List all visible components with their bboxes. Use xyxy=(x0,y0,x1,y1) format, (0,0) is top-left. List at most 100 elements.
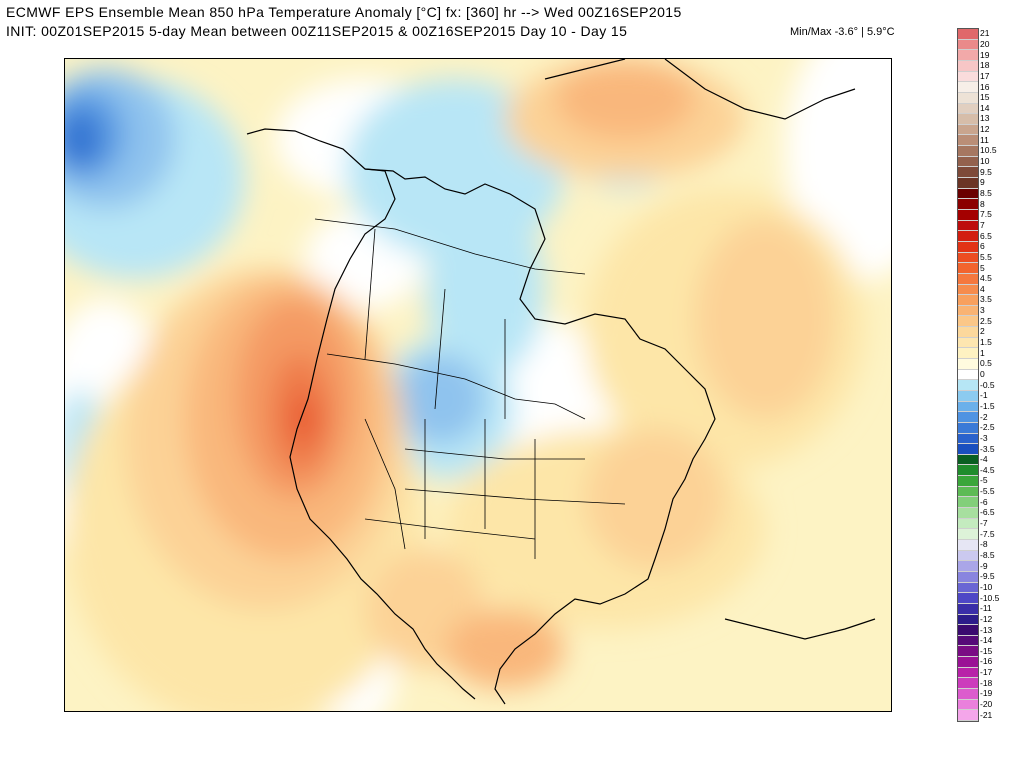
colorbar-label: -9 xyxy=(980,560,988,571)
colorbar-label: 20 xyxy=(980,38,990,49)
colorbar-swatch xyxy=(958,50,978,61)
colorbar-label: -13 xyxy=(980,624,993,635)
colorbar-label: -9.5 xyxy=(980,571,995,582)
colorbar-label: 16 xyxy=(980,81,990,92)
colorbar-label: -4.5 xyxy=(980,464,995,475)
colorbar-label: -10.5 xyxy=(980,592,1000,603)
minmax-readout: Min/Max -3.6° | 5.9°C xyxy=(790,26,895,38)
colorbar-swatch xyxy=(958,444,978,455)
colorbar-swatch xyxy=(958,295,978,306)
colorbar-label: -7 xyxy=(980,518,988,529)
colorbar-label: 6.5 xyxy=(980,230,992,241)
colorbar-swatch xyxy=(958,178,978,189)
colorbar-swatch xyxy=(958,625,978,636)
colorbar-label: -20 xyxy=(980,699,993,710)
colorbar-label: -12 xyxy=(980,613,993,624)
colorbar-label: 0.5 xyxy=(980,358,992,369)
colorbar-swatch xyxy=(958,348,978,360)
colorbar-label: 7.5 xyxy=(980,209,992,220)
colorbar-swatch xyxy=(958,252,978,264)
colorbar-label: 5 xyxy=(980,262,985,273)
colorbar-label: 4.5 xyxy=(980,273,992,284)
colorbar-label: 4 xyxy=(980,283,985,294)
colorbar-swatch xyxy=(958,529,978,540)
colorbar-label: 6 xyxy=(980,241,985,252)
colorbar-swatch xyxy=(958,518,978,530)
colorbar-swatch xyxy=(958,657,978,668)
colorbar-swatch xyxy=(958,540,978,551)
colorbar-label: -3 xyxy=(980,432,988,443)
chart-subtitle: INIT: 00Z01SEP2015 5-day Mean between 00… xyxy=(6,23,628,39)
colorbar-label: -2.5 xyxy=(980,422,995,433)
colorbar-swatch xyxy=(958,167,978,179)
colorbar-swatch xyxy=(958,689,978,700)
colorbar-label: -11 xyxy=(980,603,992,614)
colorbar-swatch xyxy=(958,603,978,615)
colorbar-label: 9 xyxy=(980,177,985,188)
colorbar-label: -3.5 xyxy=(980,443,995,454)
colorbar-label: 9.5 xyxy=(980,166,992,177)
colorbar-swatch xyxy=(958,92,978,104)
colorbar-label: -15 xyxy=(980,645,993,656)
colorbar-swatch xyxy=(958,103,978,115)
colorbar-label: -0.5 xyxy=(980,379,995,390)
colorbar-swatch xyxy=(958,316,978,328)
colorbar-swatch xyxy=(958,380,978,391)
colorbar-label: 17 xyxy=(980,70,990,81)
colorbar-swatch xyxy=(958,114,978,125)
colorbar-label: -6 xyxy=(980,496,988,507)
colorbar-label: -8 xyxy=(980,539,988,550)
colorbar-swatch xyxy=(958,39,978,51)
colorbar-swatch xyxy=(958,454,978,466)
colorbar-swatch xyxy=(958,497,978,509)
colorbar-swatch xyxy=(958,582,978,594)
map-canvas xyxy=(65,59,891,711)
colorbar-swatch xyxy=(958,678,978,690)
colorbar-swatch xyxy=(958,593,978,604)
colorbar-label: 10 xyxy=(980,156,990,167)
colorbar-label: 0 xyxy=(980,369,985,379)
colorbar-label: 18 xyxy=(980,60,990,71)
colorbar-swatch xyxy=(958,476,978,487)
colorbar-label: -1 xyxy=(980,390,988,401)
colorbar-swatch xyxy=(958,337,978,349)
colorbar-label: -16 xyxy=(980,656,993,667)
colorbar-label: 1.5 xyxy=(980,337,992,348)
colorbar-label: -10 xyxy=(980,581,993,592)
colorbar-label: -18 xyxy=(980,677,993,688)
colorbar-label: 19 xyxy=(980,49,990,60)
colorbar-swatch xyxy=(958,146,978,157)
colorbar-swatch xyxy=(958,508,978,519)
colorbar-swatch xyxy=(958,550,978,562)
colorbar-label: -8.5 xyxy=(980,549,995,560)
colorbar-swatch xyxy=(958,401,978,413)
colorbar-label: 8.5 xyxy=(980,188,992,198)
colorbar-label: 7 xyxy=(980,219,985,230)
colorbar-label: 11 xyxy=(980,134,989,145)
colorbar-label: 15 xyxy=(980,92,990,103)
colorbar-label: 21 xyxy=(980,28,990,39)
colorbar-swatch xyxy=(958,699,978,711)
chart-title: ECMWF EPS Ensemble Mean 850 hPa Temperat… xyxy=(6,4,682,20)
colorbar-swatch xyxy=(958,327,978,338)
colorbar-swatch xyxy=(958,646,978,658)
colorbar-label: -5 xyxy=(980,475,988,486)
colorbar-swatch xyxy=(958,390,978,402)
colorbar-label: 12 xyxy=(980,124,990,135)
colorbar-label: 2.5 xyxy=(980,315,992,326)
colorbar-swatch xyxy=(958,710,978,721)
colorbar-swatch xyxy=(958,82,978,93)
anomaly-field xyxy=(65,59,891,711)
colorbar-swatch xyxy=(958,273,978,285)
colorbar-swatch xyxy=(958,465,978,477)
colorbar-label: 13 xyxy=(980,113,990,124)
anomaly-map xyxy=(64,58,892,712)
colorbar-swatch xyxy=(958,433,978,445)
colorbar-swatch xyxy=(958,135,978,147)
colorbar-swatch xyxy=(958,60,978,72)
colorbar-swatch xyxy=(958,284,978,296)
colorbar-swatch xyxy=(958,199,978,210)
colorbar-swatch xyxy=(958,156,978,168)
colorbar-swatch xyxy=(958,667,978,679)
colorbar-label: -14 xyxy=(980,635,993,646)
